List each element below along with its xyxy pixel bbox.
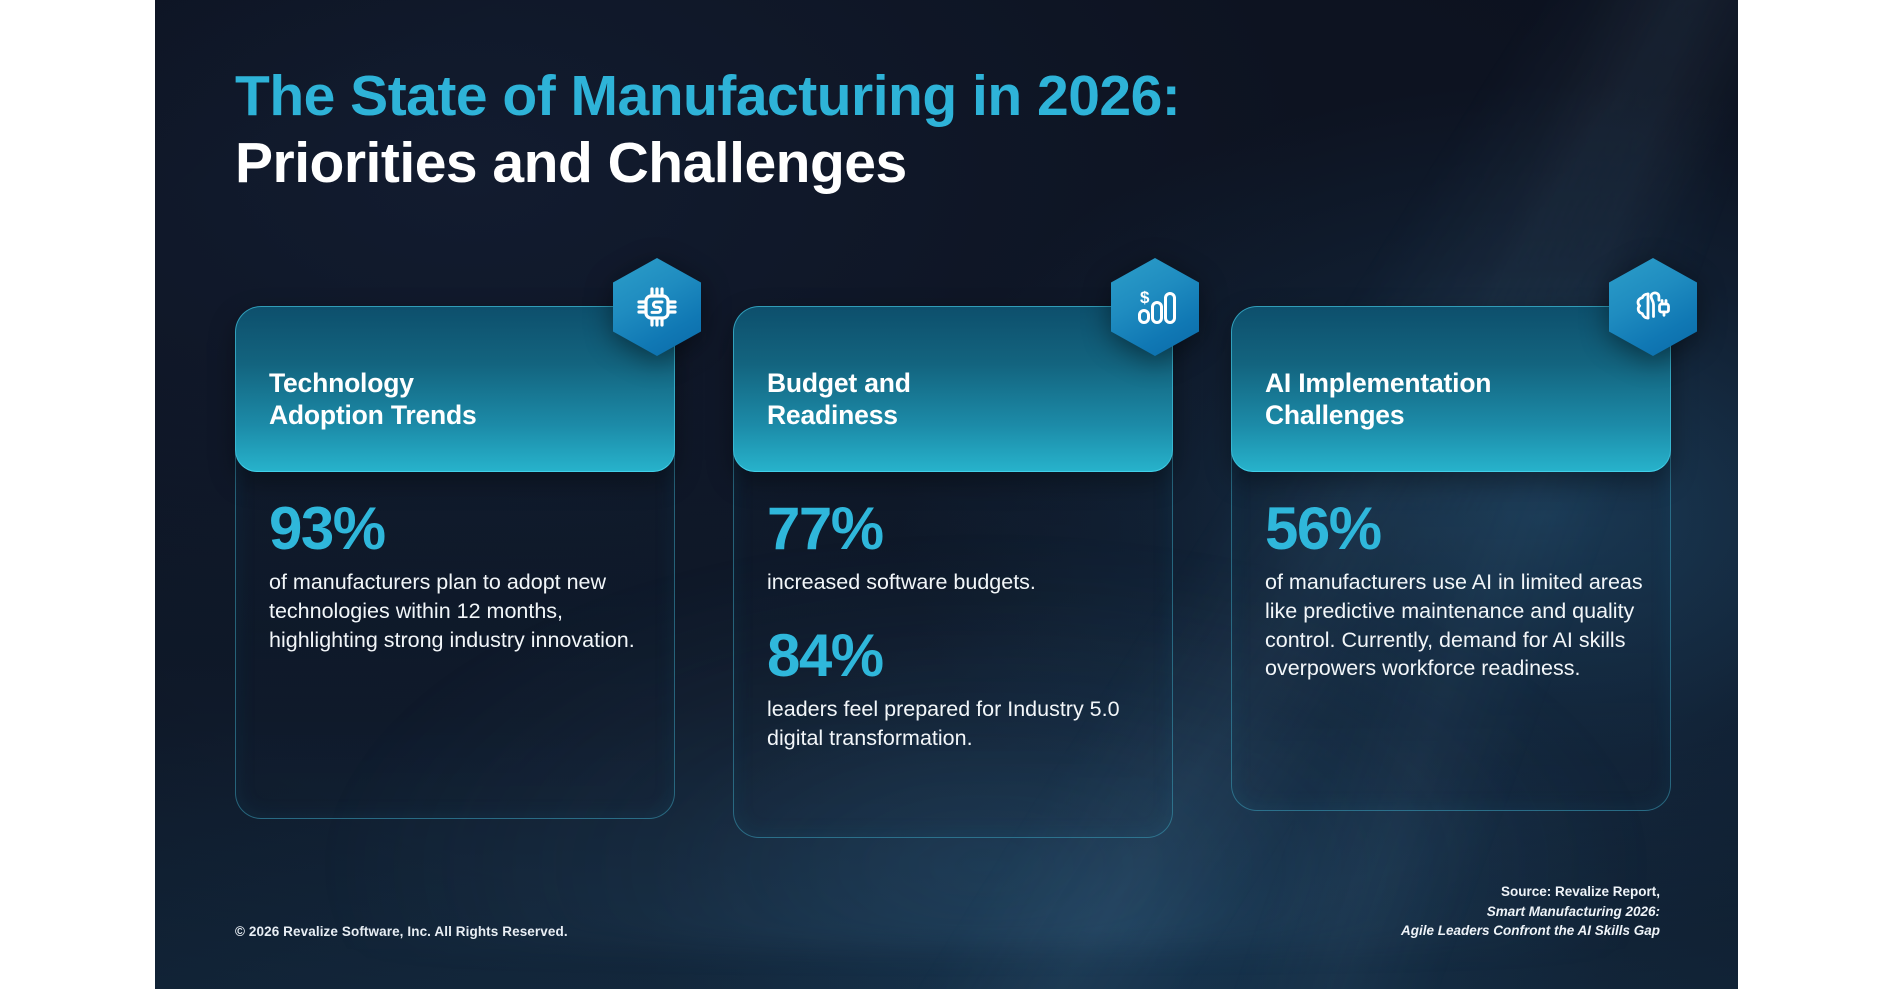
card-budget-and-readiness[interactable]: Budget and Readiness $ 77% increased sof… (733, 258, 1199, 838)
card-stats: 93% of manufacturers plan to adopt new t… (269, 495, 653, 654)
card-header: AI Implementation Challenges (1231, 306, 1671, 472)
stat-description: increased software budgets. (767, 570, 1036, 595)
stat-value: 84% (767, 621, 884, 689)
card-stats: 56% of manufacturers use AI in limited a… (1265, 495, 1649, 683)
source-citation: Source: Revalize Report, Smart Manufactu… (1401, 882, 1660, 941)
source-line-2: Smart Manufacturing 2026: (1486, 903, 1660, 919)
stat-description: leaders feel prepared for Industry 5.0 d… (767, 697, 1120, 750)
card-ai-implementation-challenges[interactable]: AI Implementation Challenges 56% (1231, 258, 1697, 819)
copyright-notice: © 2026 Revalize Software, Inc. All Right… (235, 924, 568, 939)
card-technology-adoption-trends[interactable]: Technology Adoption Trends 93% of manufa… (235, 258, 701, 819)
stat-value: 77% (767, 495, 884, 562)
source-line-1: Source: Revalize Report, (1500, 884, 1660, 900)
card-title: Technology Adoption Trends (269, 368, 477, 430)
stat-block: 84% leaders feel prepared for Industry 5… (767, 621, 1151, 753)
stat-block: 56% of manufacturers use AI in limited a… (1265, 495, 1649, 683)
stat-block: 77% increased software budgets. (767, 495, 1151, 597)
stat-description: of manufacturers use AI in limited areas… (1265, 570, 1643, 681)
card-stats: 77% increased software budgets. 84% lead… (767, 495, 1151, 753)
title-line-accent: The State of Manufacturing in 2026: (235, 64, 1181, 128)
brain-plug-icon (1609, 258, 1697, 356)
svg-text:$: $ (1140, 288, 1150, 307)
card-title: AI Implementation Challenges (1265, 368, 1492, 430)
background-vignette (155, 0, 1738, 989)
card-title: Budget and Readiness (767, 368, 911, 430)
infographic-canvas: The State of Manufacturing in 2026: Prio… (155, 0, 1738, 989)
card-header: Budget and Readiness (733, 306, 1173, 472)
stat-value: 56% (1265, 495, 1382, 562)
stat-description: of manufacturers plan to adopt new techn… (269, 570, 635, 652)
title-line-subtitle: Priorities and Challenges (235, 131, 907, 195)
page-title: The State of Manufacturing in 2026: Prio… (235, 68, 1535, 195)
stat-block: 93% of manufacturers plan to adopt new t… (269, 495, 653, 654)
source-line-3: Agile Leaders Confront the AI Skills Gap (1400, 923, 1660, 939)
stat-value: 93% (269, 495, 386, 562)
card-group: Technology Adoption Trends 93% of manufa… (155, 0, 1738, 989)
microchip-icon (613, 258, 701, 356)
card-header: Technology Adoption Trends (235, 306, 675, 472)
dollar-bar-chart-icon: $ (1111, 258, 1199, 356)
